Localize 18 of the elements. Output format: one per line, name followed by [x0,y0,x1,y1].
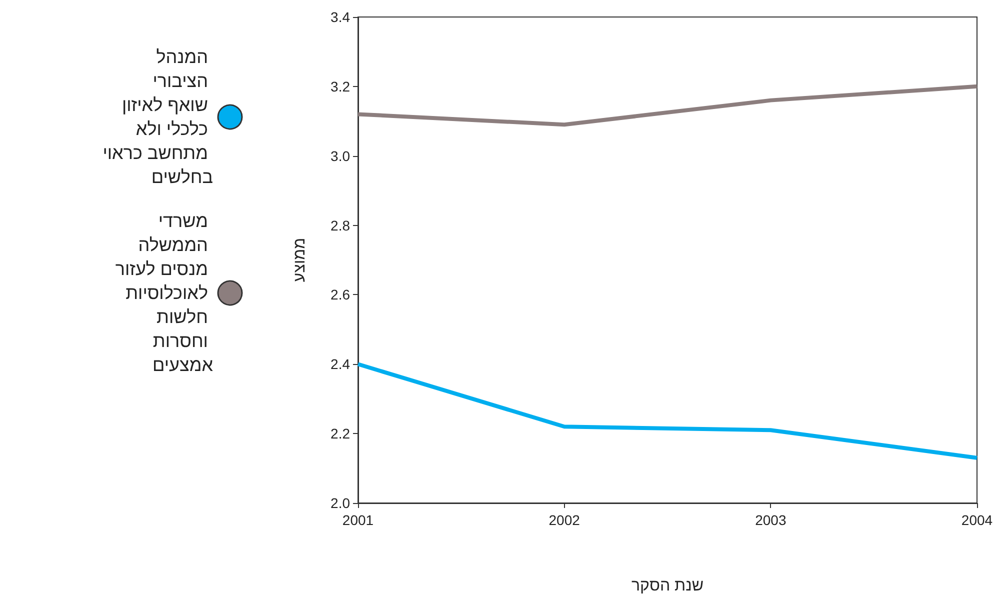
legend-label: משרדי הממשלה מנסים לעזור לאוכלוסיות חלשות וחסרות אמצעים [115,211,214,375]
y-tick-label: 2.0 [330,495,350,511]
x-axis-title: שנת הסקר [631,578,704,594]
y-tick-label: 3.2 [330,78,350,94]
x-tick-label: 2002 [548,512,580,528]
line-series [356,362,979,460]
y-tick-label: 2.4 [330,356,350,372]
y-axis-title: ממוצע [292,238,308,282]
line-series [356,84,979,127]
x-tick-label: 2004 [961,512,993,528]
y-tick-label: 3.0 [330,148,350,164]
y-tick-label: 2.6 [330,286,350,303]
x-tick-label: 2001 [342,512,374,528]
legend-label: המנהל הציבורי שואף לאיזון כלכלי ולא מתחשב כראוי בחלשים [102,47,214,187]
y-tick-label: 2.8 [330,217,350,234]
y-tick-label: 2.2 [330,426,350,442]
y-tick-label: 3.4 [330,9,350,25]
x-tick-label: 2003 [755,512,786,528]
